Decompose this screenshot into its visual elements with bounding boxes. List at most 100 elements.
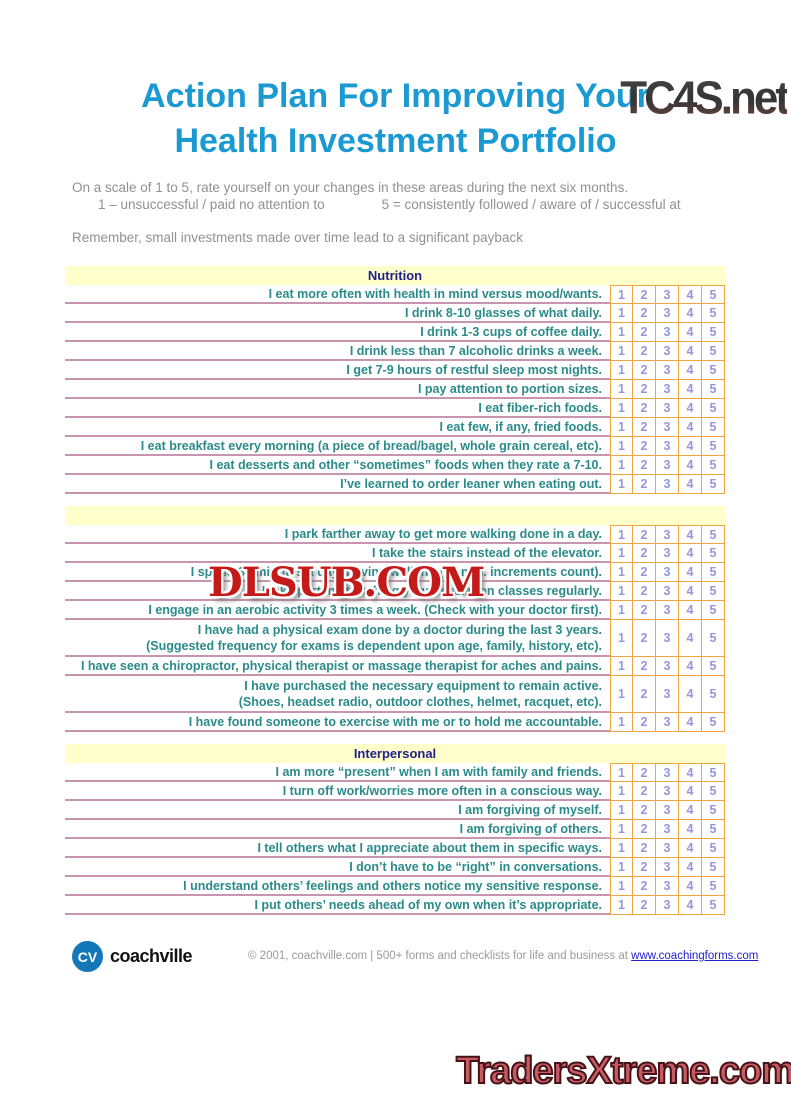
- rating-cell-3[interactable]: 3: [656, 601, 679, 620]
- rating-cell-3[interactable]: 3: [656, 839, 679, 858]
- rating-cell-2[interactable]: 2: [633, 801, 656, 820]
- rating-cell-1[interactable]: 1: [610, 763, 633, 782]
- rating-cell-3[interactable]: 3: [656, 380, 679, 399]
- rating-cell-4[interactable]: 4: [679, 676, 702, 713]
- rating-cell-5[interactable]: 5: [702, 877, 725, 896]
- rating-cell-4[interactable]: 4: [679, 456, 702, 475]
- rating-cell-3[interactable]: 3: [656, 782, 679, 801]
- coachingforms-link[interactable]: www.coachingforms.com: [631, 950, 759, 962]
- rating-cell-4[interactable]: 4: [679, 877, 702, 896]
- rating-cell-1[interactable]: 1: [610, 525, 633, 544]
- rating-cell-3[interactable]: 3: [656, 820, 679, 839]
- rating-cell-2[interactable]: 2: [633, 563, 656, 582]
- rating-cell-5[interactable]: 5: [702, 475, 725, 494]
- rating-cell-3[interactable]: 3: [656, 418, 679, 437]
- rating-cell-2[interactable]: 2: [633, 713, 656, 732]
- rating-cell-3[interactable]: 3: [656, 676, 679, 713]
- rating-cell-5[interactable]: 5: [702, 763, 725, 782]
- rating-cell-4[interactable]: 4: [679, 380, 702, 399]
- rating-cell-5[interactable]: 5: [702, 304, 725, 323]
- rating-cell-2[interactable]: 2: [633, 304, 656, 323]
- rating-cell-4[interactable]: 4: [679, 525, 702, 544]
- rating-cell-2[interactable]: 2: [633, 676, 656, 713]
- rating-cell-3[interactable]: 3: [656, 877, 679, 896]
- rating-cell-5[interactable]: 5: [702, 657, 725, 676]
- rating-cell-1[interactable]: 1: [610, 582, 633, 601]
- rating-cell-2[interactable]: 2: [633, 399, 656, 418]
- rating-cell-1[interactable]: 1: [610, 601, 633, 620]
- rating-cell-5[interactable]: 5: [702, 380, 725, 399]
- rating-cell-1[interactable]: 1: [610, 285, 633, 304]
- rating-cell-3[interactable]: 3: [656, 342, 679, 361]
- rating-cell-5[interactable]: 5: [702, 820, 725, 839]
- rating-cell-3[interactable]: 3: [656, 544, 679, 563]
- rating-cell-5[interactable]: 5: [702, 801, 725, 820]
- rating-cell-3[interactable]: 3: [656, 525, 679, 544]
- rating-cell-5[interactable]: 5: [702, 839, 725, 858]
- rating-cell-1[interactable]: 1: [610, 713, 633, 732]
- rating-cell-2[interactable]: 2: [633, 544, 656, 563]
- rating-cell-1[interactable]: 1: [610, 475, 633, 494]
- rating-cell-1[interactable]: 1: [610, 418, 633, 437]
- rating-cell-3[interactable]: 3: [656, 437, 679, 456]
- rating-cell-1[interactable]: 1: [610, 620, 633, 657]
- rating-cell-5[interactable]: 5: [702, 456, 725, 475]
- rating-cell-4[interactable]: 4: [679, 858, 702, 877]
- rating-cell-1[interactable]: 1: [610, 839, 633, 858]
- rating-cell-2[interactable]: 2: [633, 877, 656, 896]
- rating-cell-3[interactable]: 3: [656, 858, 679, 877]
- rating-cell-1[interactable]: 1: [610, 437, 633, 456]
- rating-cell-4[interactable]: 4: [679, 782, 702, 801]
- rating-cell-2[interactable]: 2: [633, 839, 656, 858]
- rating-cell-4[interactable]: 4: [679, 563, 702, 582]
- rating-cell-1[interactable]: 1: [610, 676, 633, 713]
- rating-cell-4[interactable]: 4: [679, 657, 702, 676]
- rating-cell-1[interactable]: 1: [610, 380, 633, 399]
- rating-cell-2[interactable]: 2: [633, 342, 656, 361]
- rating-cell-4[interactable]: 4: [679, 801, 702, 820]
- rating-cell-4[interactable]: 4: [679, 399, 702, 418]
- rating-cell-5[interactable]: 5: [702, 418, 725, 437]
- rating-cell-3[interactable]: 3: [656, 896, 679, 915]
- rating-cell-2[interactable]: 2: [633, 323, 656, 342]
- rating-cell-1[interactable]: 1: [610, 563, 633, 582]
- rating-cell-4[interactable]: 4: [679, 582, 702, 601]
- rating-cell-2[interactable]: 2: [633, 456, 656, 475]
- rating-cell-2[interactable]: 2: [633, 475, 656, 494]
- rating-cell-2[interactable]: 2: [633, 763, 656, 782]
- rating-cell-4[interactable]: 4: [679, 418, 702, 437]
- rating-cell-5[interactable]: 5: [702, 896, 725, 915]
- rating-cell-3[interactable]: 3: [656, 763, 679, 782]
- rating-cell-5[interactable]: 5: [702, 620, 725, 657]
- rating-cell-2[interactable]: 2: [633, 361, 656, 380]
- rating-cell-1[interactable]: 1: [610, 456, 633, 475]
- rating-cell-5[interactable]: 5: [702, 582, 725, 601]
- rating-cell-1[interactable]: 1: [610, 544, 633, 563]
- rating-cell-1[interactable]: 1: [610, 304, 633, 323]
- rating-cell-2[interactable]: 2: [633, 437, 656, 456]
- rating-cell-4[interactable]: 4: [679, 620, 702, 657]
- rating-cell-1[interactable]: 1: [610, 896, 633, 915]
- rating-cell-2[interactable]: 2: [633, 896, 656, 915]
- rating-cell-1[interactable]: 1: [610, 361, 633, 380]
- rating-cell-3[interactable]: 3: [656, 285, 679, 304]
- rating-cell-4[interactable]: 4: [679, 601, 702, 620]
- rating-cell-2[interactable]: 2: [633, 601, 656, 620]
- rating-cell-3[interactable]: 3: [656, 399, 679, 418]
- rating-cell-2[interactable]: 2: [633, 820, 656, 839]
- rating-cell-1[interactable]: 1: [610, 801, 633, 820]
- rating-cell-2[interactable]: 2: [633, 380, 656, 399]
- rating-cell-4[interactable]: 4: [679, 544, 702, 563]
- rating-cell-2[interactable]: 2: [633, 858, 656, 877]
- rating-cell-5[interactable]: 5: [702, 563, 725, 582]
- rating-cell-5[interactable]: 5: [702, 399, 725, 418]
- rating-cell-4[interactable]: 4: [679, 361, 702, 380]
- rating-cell-4[interactable]: 4: [679, 896, 702, 915]
- rating-cell-5[interactable]: 5: [702, 601, 725, 620]
- rating-cell-3[interactable]: 3: [656, 657, 679, 676]
- rating-cell-4[interactable]: 4: [679, 342, 702, 361]
- rating-cell-2[interactable]: 2: [633, 418, 656, 437]
- rating-cell-5[interactable]: 5: [702, 361, 725, 380]
- rating-cell-2[interactable]: 2: [633, 620, 656, 657]
- rating-cell-4[interactable]: 4: [679, 304, 702, 323]
